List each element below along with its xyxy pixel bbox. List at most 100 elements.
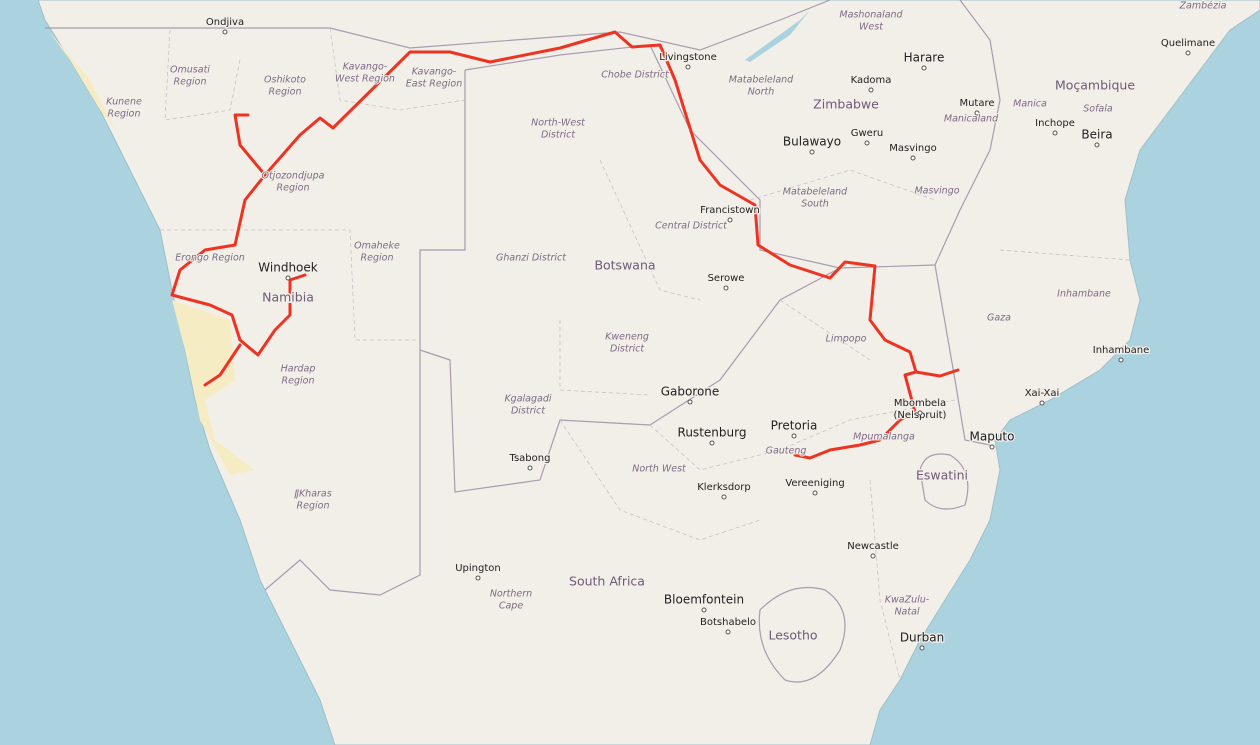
region-label: West Region	[335, 74, 395, 85]
city-dot	[527, 465, 533, 471]
city-label: Mutare	[959, 98, 994, 109]
region-label: Kavango-	[343, 62, 388, 73]
region-label: Chobe District	[601, 70, 670, 81]
city-label: Bloemfontein	[664, 593, 744, 607]
region-label: Matabeleland	[729, 75, 794, 86]
city-label: Vereeniging	[785, 478, 844, 489]
city-label: Ondjiva	[206, 17, 244, 28]
region-label: ǁKharas	[294, 489, 331, 500]
region-label: Region	[282, 376, 315, 387]
region-label: Matabeleland	[783, 187, 848, 198]
city-dot	[475, 575, 481, 581]
region-label: Oshikoto	[264, 75, 306, 86]
region-label: Region	[108, 109, 141, 120]
region-label: Zambézia	[1179, 1, 1227, 12]
region-label: Ghanzi District	[496, 253, 567, 264]
city-label: Gweru	[851, 128, 884, 139]
region-label: Manicaland	[944, 114, 999, 125]
city-dot	[868, 87, 874, 93]
region-label: Region	[297, 501, 330, 512]
city-label: Inchope	[1035, 118, 1075, 129]
city-dot	[812, 490, 818, 496]
city-label: Serowe	[708, 273, 745, 284]
region-label: Hardap	[281, 364, 316, 375]
desert	[48, 30, 255, 475]
region-label: Erongo Region	[175, 253, 245, 264]
region-label: South	[801, 199, 829, 210]
labels: Namibia Botswana Zimbabwe South Africa Lesot…	[105, 0, 1228, 651]
city-dot	[1039, 400, 1045, 406]
land	[37, 0, 1260, 745]
country-label: Lesotho	[768, 628, 817, 643]
region-label: Mashonaland	[839, 10, 903, 21]
region-label: Kweneng	[605, 332, 649, 343]
city-label: Mbombela	[894, 398, 946, 409]
city-label: Livingstone	[659, 52, 716, 63]
city-label: Kadoma	[851, 75, 892, 86]
route	[170, 30, 960, 460]
city-dot	[685, 64, 691, 70]
city-label: Tsabong	[509, 453, 551, 464]
region-label: Omusati	[170, 65, 210, 76]
city-label: Klerksdorp	[697, 482, 751, 493]
city-dot	[1118, 357, 1124, 363]
region-label: Kunene	[106, 97, 142, 108]
city-dot	[974, 110, 980, 116]
country-label: Botswana	[594, 258, 655, 273]
city-label: Durban	[900, 631, 944, 645]
region-label: Mpumalanga	[853, 432, 915, 443]
country-label: Zimbabwe	[813, 97, 879, 112]
region-label: Otjozondjupa	[261, 171, 324, 182]
city-label: Francistown	[700, 205, 760, 216]
city-dot	[809, 149, 815, 155]
city-label: Harare	[904, 51, 945, 65]
region-label: Gaza	[987, 313, 1011, 324]
city-dot	[1052, 130, 1058, 136]
country-label: South Africa	[569, 574, 645, 589]
city-label: Pretoria	[771, 419, 818, 433]
city-dot	[1185, 50, 1191, 56]
region-label: Kgalagadi	[504, 394, 551, 405]
city-dot	[687, 399, 693, 405]
region-label: North-West	[531, 118, 586, 129]
region-label: Omaheke	[354, 241, 400, 252]
city-label: Xai-Xai	[1025, 388, 1060, 399]
city-dot	[727, 217, 733, 223]
region-label: Kavango-	[412, 67, 457, 78]
region-label: Region	[174, 77, 207, 88]
city-label: Quelimane	[1161, 38, 1215, 49]
city-dot	[285, 275, 291, 281]
city-dot	[791, 433, 797, 439]
city-dot	[701, 607, 707, 613]
city-dot	[721, 494, 727, 500]
city-dot	[1094, 142, 1100, 148]
region-label: Region	[277, 183, 310, 194]
city-label: (Nelspruit)	[894, 410, 947, 421]
city-label: Botshabelo	[700, 617, 756, 628]
city-label: Upington	[455, 563, 501, 574]
city-dot	[725, 629, 731, 635]
region-label: KwaZulu-	[885, 595, 930, 606]
region-label: Natal	[894, 607, 919, 618]
city-dot	[864, 140, 870, 146]
city-dot	[709, 440, 715, 446]
region-label: Masvingo	[914, 186, 959, 197]
region-label: Region	[269, 87, 302, 98]
city-label: Beira	[1081, 128, 1112, 142]
region-label: Cape	[499, 601, 523, 612]
city-label: Bulawayo	[783, 135, 841, 149]
country-label: Moçambique	[1055, 78, 1135, 93]
region-label: Central District	[655, 221, 728, 232]
city-label: Inhambane	[1093, 345, 1149, 356]
city-label: Gaborone	[661, 385, 720, 399]
region-label: Northern	[490, 589, 532, 600]
city-dot	[222, 29, 228, 35]
region-label: Region	[361, 253, 394, 264]
city-dot	[921, 65, 927, 71]
city-label: Maputo	[970, 430, 1015, 444]
city-dot	[917, 410, 923, 416]
country-label: Eswatini	[916, 468, 968, 483]
city-dot	[723, 285, 729, 291]
region-label: North West	[632, 464, 687, 475]
